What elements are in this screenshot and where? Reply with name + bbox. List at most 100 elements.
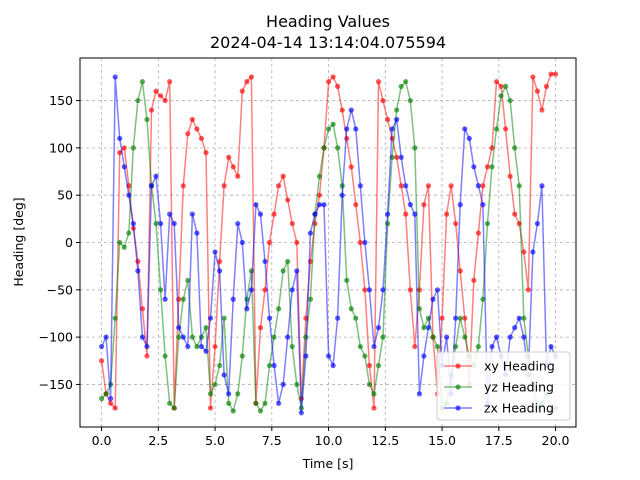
- data-point-yz: [144, 116, 150, 123]
- data-point-xy: [507, 173, 513, 179]
- data-point-xy: [212, 343, 218, 350]
- data-point-yz: [135, 97, 141, 104]
- data-point-xy: [244, 79, 250, 85]
- data-point-xy: [221, 183, 227, 189]
- data-point-yz: [162, 353, 168, 359]
- data-point-yz: [398, 83, 404, 89]
- data-point-yz: [489, 164, 495, 170]
- data-point-xy: [552, 71, 559, 77]
- y-tick-label: 50: [57, 188, 73, 203]
- data-point-xy: [330, 74, 336, 80]
- data-point-yz: [262, 400, 268, 406]
- data-point-xy: [403, 211, 409, 217]
- data-point-xy: [226, 154, 232, 160]
- data-point-xy: [439, 315, 445, 321]
- y-axis-label: Heading [deg]: [11, 197, 26, 286]
- data-point-zx: [325, 353, 332, 359]
- data-point-yz: [117, 239, 123, 246]
- x-tick-label: 12.5: [371, 433, 399, 448]
- data-point-zx: [489, 343, 495, 350]
- data-point-yz: [180, 296, 186, 302]
- data-point-yz: [203, 325, 209, 331]
- data-point-yz: [226, 400, 232, 406]
- data-point-xy: [457, 268, 463, 274]
- data-point-zx: [371, 343, 377, 350]
- data-point-zx: [466, 135, 472, 142]
- data-point-yz: [189, 334, 195, 340]
- data-point-zx: [471, 164, 477, 170]
- data-point-zx: [235, 220, 241, 227]
- data-point-zx: [507, 334, 513, 340]
- data-point-xy: [530, 74, 536, 80]
- data-point-zx: [480, 202, 486, 208]
- data-point-yz: [362, 353, 368, 359]
- data-point-xy: [162, 97, 168, 104]
- data-point-yz: [430, 334, 436, 340]
- data-point-xy: [503, 126, 509, 132]
- data-point-xy: [203, 150, 209, 156]
- data-point-zx: [457, 202, 463, 208]
- data-point-yz: [475, 343, 481, 350]
- x-tick-label: 10.0: [315, 433, 343, 448]
- data-point-xy: [294, 239, 300, 246]
- chart-subtitle: 2024-04-14 13:14:04.075594: [210, 33, 446, 52]
- data-point-zx: [444, 334, 450, 340]
- legend-box: [436, 351, 571, 421]
- data-point-zx: [530, 249, 536, 255]
- data-point-zx: [185, 343, 191, 350]
- data-point-xy: [325, 79, 332, 85]
- data-point-xy: [112, 405, 118, 411]
- data-point-xy: [371, 405, 377, 411]
- y-tick-label: 150: [49, 93, 73, 108]
- chart-title: Heading Values: [266, 12, 390, 31]
- data-point-xy: [421, 202, 427, 208]
- data-point-xy: [167, 79, 173, 85]
- data-point-yz: [521, 315, 527, 321]
- data-point-xy: [534, 88, 541, 94]
- data-point-zx: [539, 183, 545, 189]
- data-point-yz: [153, 220, 159, 227]
- data-point-yz: [230, 408, 236, 414]
- data-point-yz: [221, 315, 227, 321]
- data-point-xy: [316, 192, 323, 198]
- data-point-yz: [498, 93, 504, 99]
- data-point-zx: [548, 343, 554, 350]
- data-point-zx: [407, 202, 413, 208]
- data-point-yz: [112, 315, 118, 321]
- data-point-zx: [434, 287, 441, 293]
- data-point-zx: [384, 211, 391, 217]
- data-point-xy: [512, 211, 518, 217]
- data-point-yz: [407, 97, 413, 104]
- data-point-zx: [330, 362, 336, 369]
- data-point-yz: [371, 391, 377, 397]
- data-point-yz: [403, 79, 409, 85]
- data-point-zx: [430, 296, 436, 302]
- data-point-xy: [543, 83, 550, 89]
- x-axis-label: Time [s]: [302, 456, 354, 471]
- data-point-xy: [198, 135, 205, 142]
- data-point-xy: [398, 183, 404, 189]
- data-point-yz: [421, 325, 427, 331]
- data-point-zx: [253, 202, 259, 208]
- data-point-yz: [316, 173, 323, 179]
- data-point-xy: [185, 131, 191, 137]
- data-point-zx: [425, 325, 432, 331]
- data-point-xy: [189, 116, 195, 123]
- data-point-yz: [325, 126, 332, 132]
- data-point-yz: [307, 296, 314, 302]
- data-point-yz: [416, 306, 422, 312]
- data-point-zx: [534, 220, 541, 227]
- data-point-yz: [335, 145, 341, 151]
- data-point-yz: [285, 258, 291, 265]
- data-point-yz: [126, 230, 132, 236]
- data-point-yz: [321, 145, 327, 151]
- y-tick-label: −150: [39, 377, 73, 392]
- data-point-zx: [285, 334, 291, 340]
- data-point-zx: [339, 192, 345, 198]
- data-point-zx: [389, 126, 395, 132]
- data-point-zx: [130, 220, 136, 227]
- x-tick-label: 15.0: [428, 433, 456, 448]
- y-tick-label: −100: [39, 330, 73, 345]
- data-point-xy: [271, 211, 277, 217]
